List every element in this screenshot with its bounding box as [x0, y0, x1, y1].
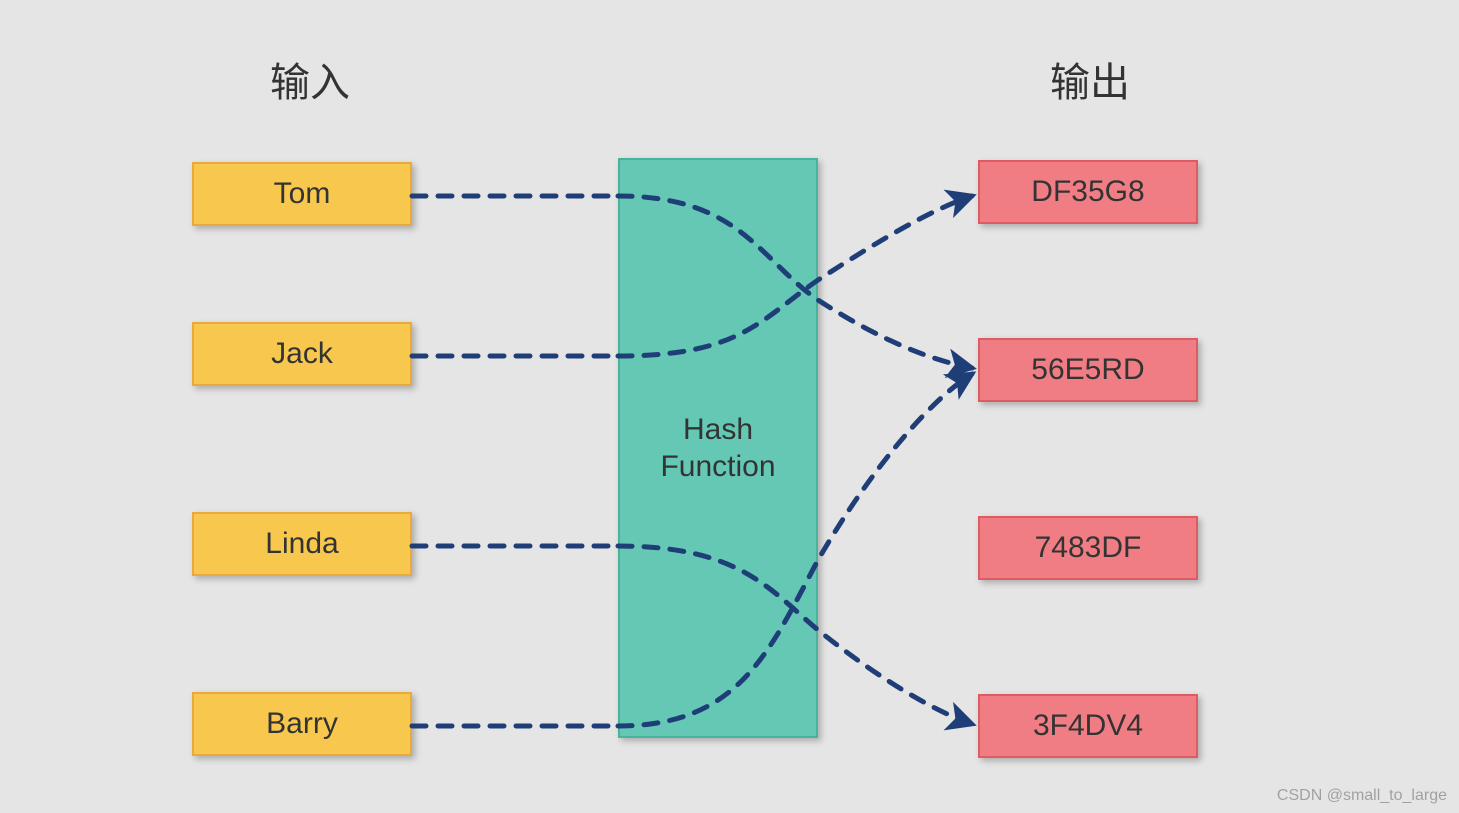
input-label: Jack — [271, 337, 333, 371]
input-label: Barry — [266, 707, 338, 741]
heading-input: 输入 — [270, 50, 350, 108]
input-box: Linda — [192, 512, 412, 576]
output-box: DF35G8 — [978, 160, 1198, 224]
hash-function-box: Hash Function — [618, 158, 818, 738]
input-box: Jack — [192, 322, 412, 386]
input-label: Linda — [265, 527, 338, 561]
output-label: 7483DF — [1035, 531, 1142, 565]
output-box: 3F4DV4 — [978, 694, 1198, 758]
hash-label-line1: Hash — [683, 413, 753, 446]
output-label: DF35G8 — [1031, 175, 1144, 209]
output-box: 7483DF — [978, 516, 1198, 580]
input-box: Barry — [192, 692, 412, 756]
input-box: Tom — [192, 162, 412, 226]
output-label: 3F4DV4 — [1033, 709, 1143, 743]
watermark-text: CSDN @small_to_large — [1277, 787, 1447, 805]
output-label: 56E5RD — [1031, 353, 1144, 387]
input-label: Tom — [274, 177, 331, 211]
hash-label-line2: Function — [660, 450, 775, 483]
heading-output: 输出 — [1050, 50, 1130, 108]
output-box: 56E5RD — [978, 338, 1198, 402]
